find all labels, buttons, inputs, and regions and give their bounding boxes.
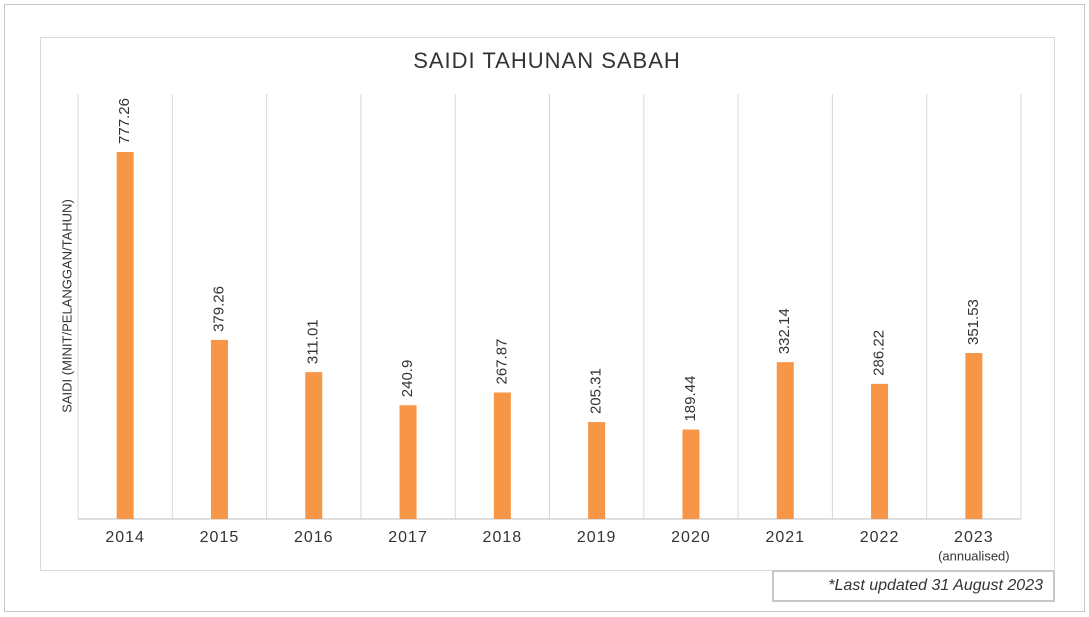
data-label: 332.14 xyxy=(776,308,793,354)
data-label: 189.44 xyxy=(682,376,699,422)
data-label: 205.31 xyxy=(588,368,605,414)
bar xyxy=(399,405,417,519)
data-label: 240.9 xyxy=(399,360,416,398)
bar xyxy=(682,429,700,519)
bar xyxy=(871,383,889,519)
x-tick-label: 2020 xyxy=(671,529,711,546)
bar xyxy=(965,352,983,519)
chart-area xyxy=(40,37,1055,571)
data-label: 267.87 xyxy=(493,339,510,385)
x-tick-label: 2015 xyxy=(200,529,240,546)
x-tick-label: 2022 xyxy=(860,529,900,546)
data-label: 311.01 xyxy=(305,319,322,364)
data-label: 286.22 xyxy=(871,330,888,376)
bar xyxy=(776,362,794,519)
footnote: *Last updated 31 August 2023 xyxy=(828,577,1043,594)
bar xyxy=(588,422,606,519)
bar xyxy=(116,151,134,519)
category-note: (annualised) xyxy=(938,548,1010,563)
x-tick-label: 2017 xyxy=(388,529,428,546)
x-tick-label: 2018 xyxy=(483,529,523,546)
x-tick-label: 2016 xyxy=(294,529,334,546)
data-label: 777.26 xyxy=(116,98,133,144)
chart-title: SAIDI TAHUNAN SABAH xyxy=(413,48,681,73)
bar xyxy=(210,339,228,519)
x-tick-label: 2021 xyxy=(765,529,805,546)
x-tick-label: 2019 xyxy=(577,529,617,546)
data-label: 379.26 xyxy=(210,286,227,332)
y-axis-label: SAIDI (MINIT/PELANGGAN/TAHUN) xyxy=(59,199,74,413)
bar xyxy=(305,372,323,519)
data-label: 351.53 xyxy=(965,299,982,345)
footnote-box xyxy=(772,570,1055,602)
x-tick-label: 2023 xyxy=(954,529,994,546)
x-tick-label: 2014 xyxy=(105,529,145,546)
bar xyxy=(493,392,511,519)
